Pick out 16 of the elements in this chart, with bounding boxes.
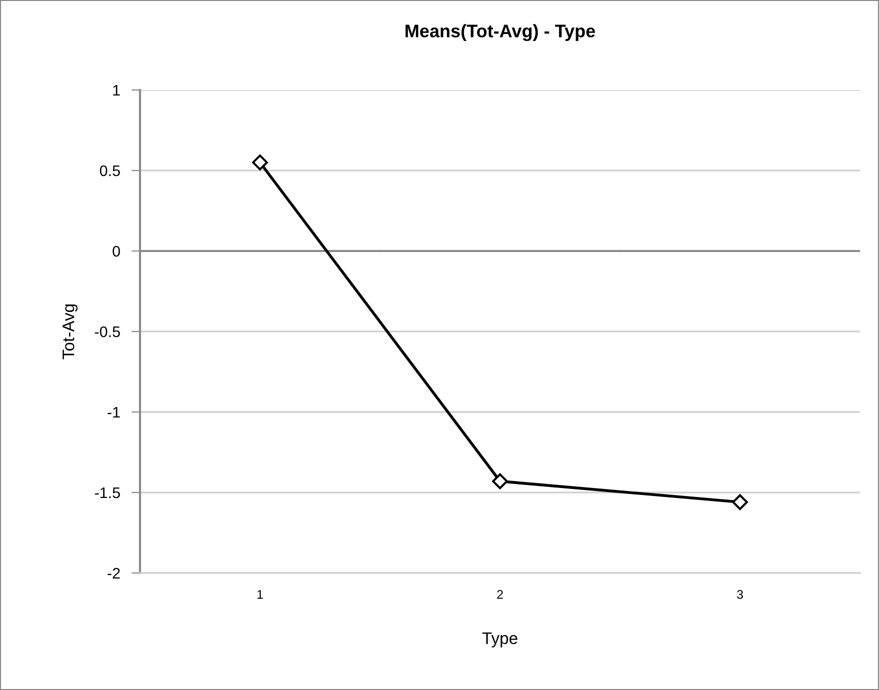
x-tick-label: 1 — [257, 590, 263, 599]
chart-title: Means(Tot-Avg) - Type — [406, 24, 596, 42]
x-tick-label: 3 — [737, 590, 743, 599]
x-tick-label: 2 — [497, 590, 503, 599]
y-tick-label: 1 — [113, 85, 120, 96]
point — [492, 473, 508, 490]
y-tick-label: -2 — [108, 568, 120, 579]
y-tick-label: -1 — [108, 407, 120, 418]
y-tick-label: -0.5 — [94, 326, 120, 338]
y-tick-label: 0.5 — [100, 165, 120, 176]
y-tick-label: 0 — [112, 246, 120, 257]
y-axis-title: Tot-Avg — [62, 304, 78, 360]
point — [252, 154, 268, 170]
point — [732, 494, 748, 510]
y-tick-label: -1.5 — [94, 488, 120, 498]
x-axis-title: Type — [482, 632, 518, 648]
